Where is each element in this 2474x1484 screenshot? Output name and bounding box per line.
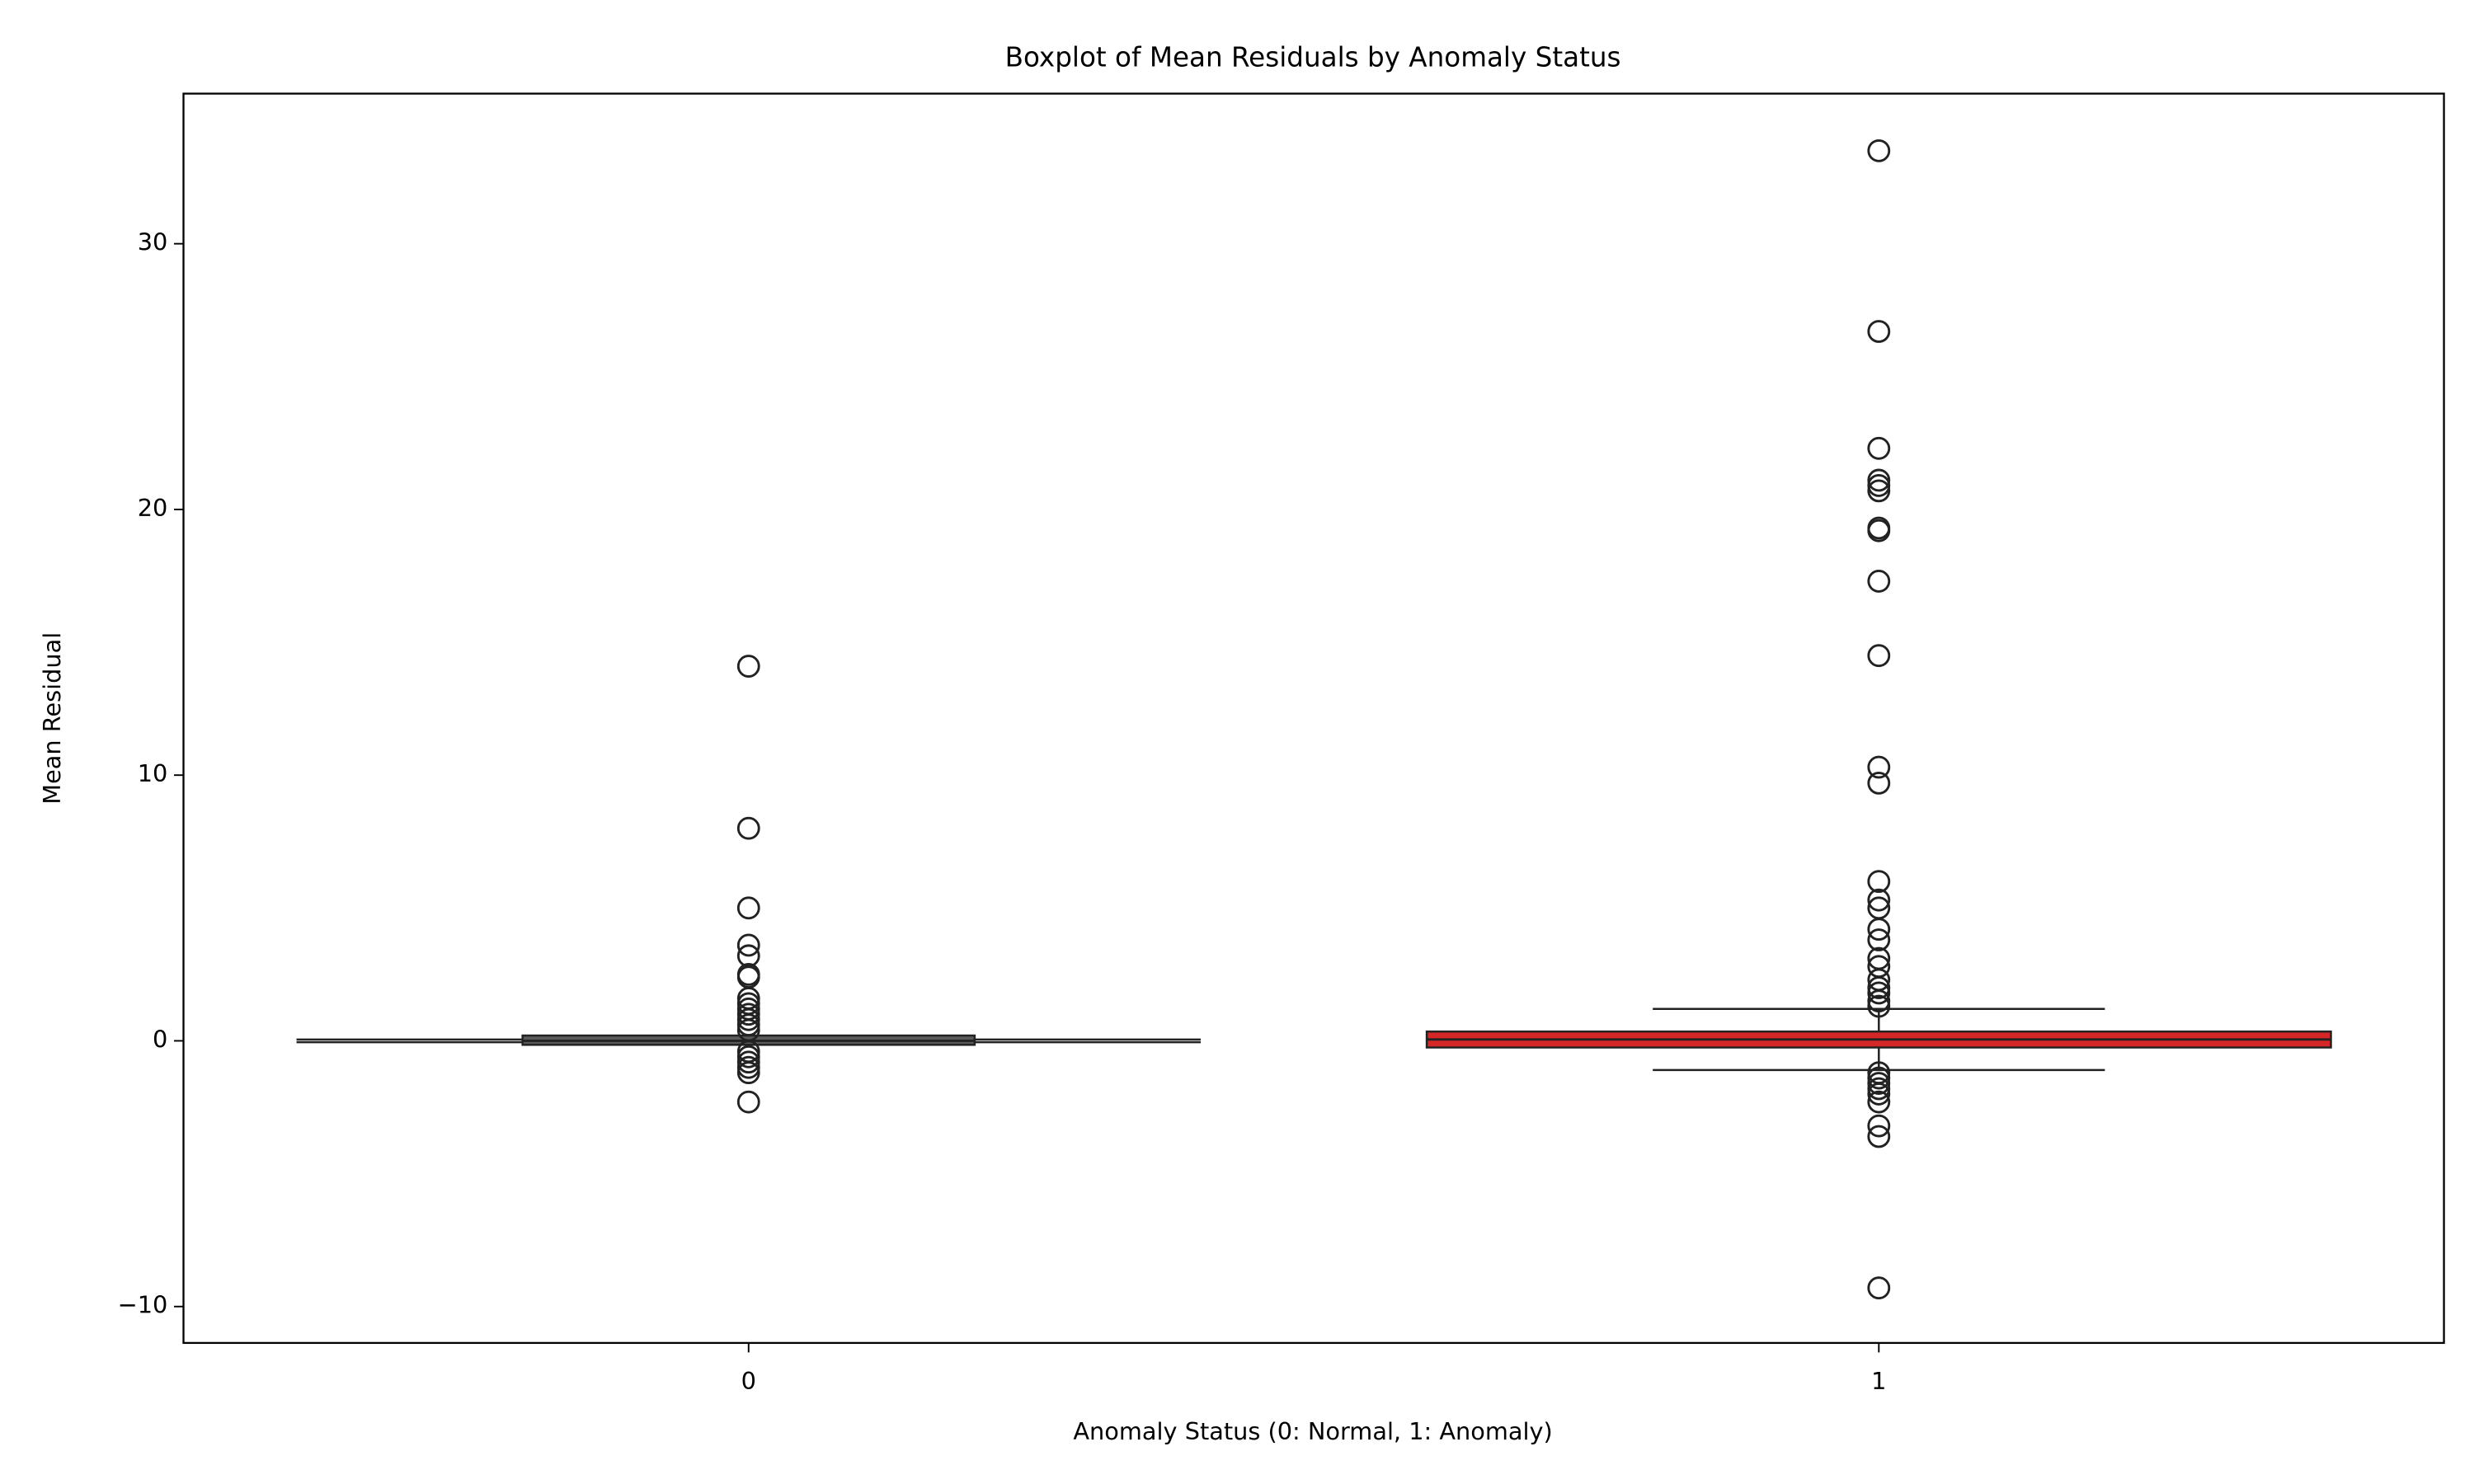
outlier	[1867, 1125, 1891, 1148]
chart-title: Boxplot of Mean Residuals by Anomaly Sta…	[1005, 41, 1621, 73]
outlier	[1867, 1276, 1891, 1300]
y-tick-label: −10	[118, 1291, 168, 1319]
outlier	[1867, 1082, 1891, 1106]
outlier	[1867, 888, 1891, 912]
outlier	[1867, 771, 1891, 795]
outlier	[1867, 755, 1891, 779]
outlier	[736, 816, 760, 840]
x-tick-label: 0	[741, 1367, 756, 1395]
outlier	[736, 896, 760, 920]
outlier	[1867, 519, 1891, 542]
outlier	[1867, 989, 1891, 1013]
outlier	[736, 1013, 760, 1037]
outlier	[736, 1045, 760, 1068]
outlier	[1867, 994, 1891, 1018]
outlier	[736, 933, 760, 957]
outlier	[1867, 870, 1891, 894]
outlier	[736, 1090, 760, 1114]
outlier	[1867, 1077, 1891, 1101]
outlier	[1867, 976, 1891, 999]
outlier	[1867, 468, 1891, 492]
outlier	[1867, 320, 1891, 343]
y-tick-label: 30	[138, 228, 168, 256]
y-tick-label: 10	[138, 759, 168, 787]
outlier	[736, 1061, 760, 1085]
outlier	[736, 1007, 760, 1031]
outlier	[1867, 918, 1891, 942]
y-tick-label: 20	[138, 494, 168, 522]
outlier	[1867, 644, 1891, 668]
y-tick-label: 0	[153, 1025, 167, 1053]
x-tick-label: 1	[1871, 1367, 1886, 1395]
outlier	[1867, 928, 1891, 951]
outlier	[1867, 1114, 1891, 1138]
plot-frame	[182, 92, 2445, 1345]
outlier	[1867, 981, 1891, 1005]
outlier	[1867, 436, 1891, 460]
outlier	[1867, 1072, 1891, 1095]
outlier	[1867, 139, 1891, 162]
y-axis-label: Mean Residual	[38, 632, 66, 805]
outlier	[1867, 474, 1891, 497]
outlier	[736, 655, 760, 678]
x-axis-label: Anomaly Status (0: Normal, 1: Anomaly)	[1073, 1417, 1552, 1445]
outlier	[1867, 1090, 1891, 1114]
outlier	[736, 1050, 760, 1074]
outlier	[736, 1055, 760, 1079]
outlier	[1867, 1066, 1891, 1090]
outlier	[736, 1003, 760, 1026]
outlier	[1867, 479, 1891, 503]
outlier	[1867, 570, 1891, 593]
